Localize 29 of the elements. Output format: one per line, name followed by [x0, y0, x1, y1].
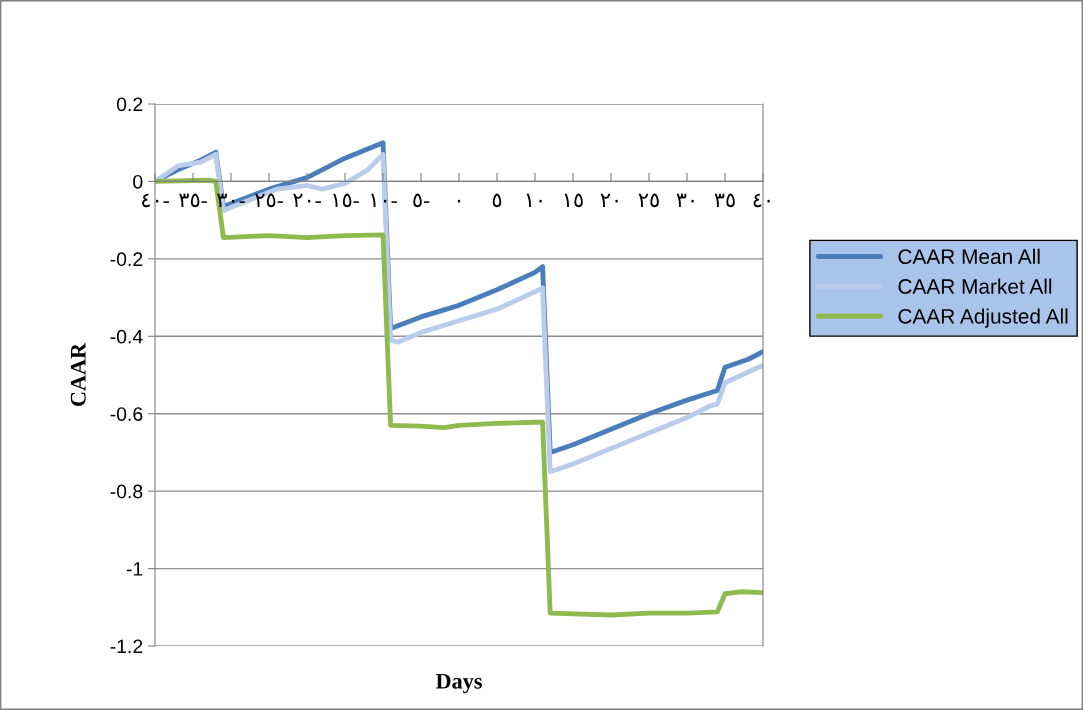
x-tick-label: ٠: [457, 199, 461, 203]
x-tick-label: ٢٠: [600, 193, 618, 207]
x-tick-label: ١٠-: [371, 193, 397, 207]
y-tick-label: -0.6: [110, 407, 143, 421]
y-tick-label: -0.2: [110, 252, 143, 267]
x-tick-label: ١٠: [526, 193, 542, 207]
x-tick-label: ٤٠-: [142, 193, 169, 208]
x-tick-label: ٢٥-: [255, 193, 283, 208]
x-tick-label: ٤٠: [753, 193, 770, 208]
y-tick-label: -1: [126, 562, 143, 576]
x-tick-label: ٢٠-: [293, 193, 321, 207]
x-tick-label: ٢٥: [638, 193, 659, 208]
x-tick-label: ١٥: [564, 193, 583, 208]
x-axis-title: Days: [435, 673, 482, 694]
x-tick-label: ٣٥-: [179, 193, 207, 208]
x-tick-label: ٥: [492, 193, 502, 208]
y-tick-label: 0.2: [116, 97, 143, 112]
legend-label: CAAR Mean All: [898, 248, 1040, 265]
x-tick-label: ٣٥: [714, 193, 735, 208]
legend-label: CAAR Adjusted All: [898, 308, 1068, 328]
y-tick-label: -1.2: [110, 639, 143, 654]
x-tick-label: ٥-: [413, 193, 430, 208]
x-tick-label: ١٥-: [333, 193, 359, 208]
x-tick-label: ٣٠: [676, 193, 694, 207]
legend-label: CAAR Market All: [898, 278, 1052, 294]
y-tick-label: 0: [133, 174, 143, 189]
y-tick-label: -0.4: [110, 329, 143, 344]
y-axis-title: CAAR: [70, 342, 86, 407]
y-tick-label: -0.8: [110, 484, 143, 499]
